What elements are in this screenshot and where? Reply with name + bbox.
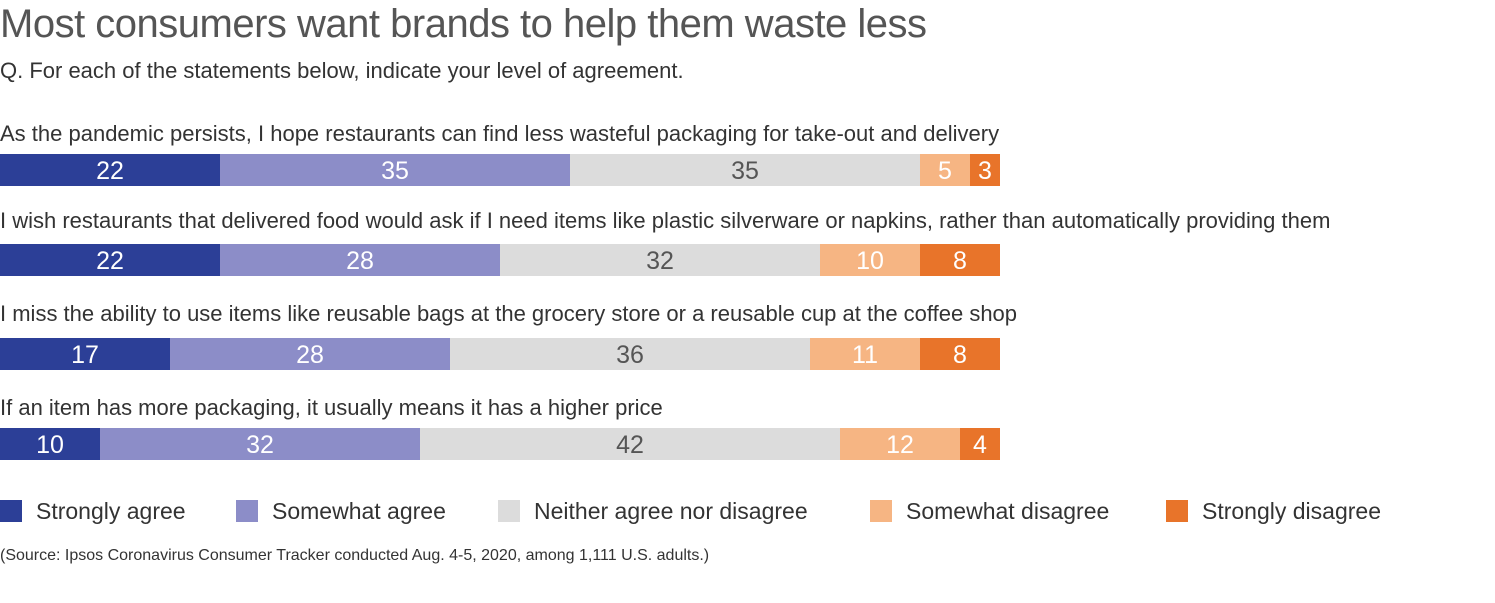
bar-value-label: 10 [36,431,64,459]
bar-value-label: 4 [973,431,987,459]
legend-item-somewhat-agree: Somewhat agree [236,497,446,525]
legend-swatch [870,500,892,522]
bar-value-label: 3 [978,157,992,185]
row-label: As the pandemic persists, I hope restaur… [0,121,1000,146]
bar-value-label: 22 [96,247,124,275]
bar-value-label: 11 [852,341,878,369]
legend-swatch [498,500,520,522]
bar-value-label: 42 [616,431,644,459]
bar-segment [220,244,500,276]
bar-value-label: 35 [381,157,409,185]
bar-segment [820,244,920,276]
legend-item-strongly-disagree: Strongly disagree [1166,497,1381,525]
bar-segment [100,428,420,460]
bar-segment [970,154,1000,186]
bar-segment [840,428,960,460]
bar-segment [0,244,220,276]
bar-value-label: 12 [886,431,914,459]
bar-value-label: 17 [71,341,99,369]
bar-value-label: 36 [616,341,644,369]
bar-value-label: 32 [246,431,274,459]
bar-segment [450,338,810,370]
bar-value-label: 22 [96,157,124,185]
bar-segment [0,338,170,370]
legend-label: Neither agree nor disagree [534,497,808,524]
bar-segment [920,154,970,186]
source-note: (Source: Ipsos Coronavirus Consumer Trac… [0,547,710,564]
row-label: If an item has more packaging, it usuall… [0,395,663,420]
bar-value-label: 32 [646,247,674,275]
legend-swatch [1166,500,1188,522]
legend-item-neither: Neither agree nor disagree [498,497,808,525]
bar-segment [500,244,820,276]
bar-segment [170,338,450,370]
legend-label: Strongly agree [36,497,186,524]
bar-value-label: 10 [856,247,884,275]
bar-segment [810,338,920,370]
bar-segment [920,338,1000,370]
bar-value-label: 28 [346,247,374,275]
bar-value-label: 8 [953,341,967,369]
legend-swatch [0,500,22,522]
bar-value-label: 35 [731,157,759,185]
bar-segment [0,428,100,460]
legend-label: Strongly disagree [1202,497,1381,524]
bar-segment [570,154,920,186]
row-label: I miss the ability to use items like reu… [0,301,1018,326]
bar-value-label: 8 [953,247,967,275]
bar-segment [960,428,1000,460]
legend-swatch [236,500,258,522]
bar-value-label: 28 [296,341,324,369]
bar-segment [920,244,1000,276]
legend-item-strongly-agree: Strongly agree [0,497,186,525]
row-label: I wish restaurants that delivered food w… [0,208,1331,233]
chart-title: Most consumers want brands to help them … [0,2,927,46]
legend-label: Somewhat agree [272,497,446,524]
legend-label: Somewhat disagree [906,497,1110,524]
bar-segment [0,154,220,186]
bar-segment [420,428,840,460]
bar-segment [220,154,570,186]
chart-subtitle: Q. For each of the statements below, ind… [0,58,684,83]
bar-value-label: 5 [938,157,952,185]
legend-item-somewhat-disagree: Somewhat disagree [870,497,1109,525]
